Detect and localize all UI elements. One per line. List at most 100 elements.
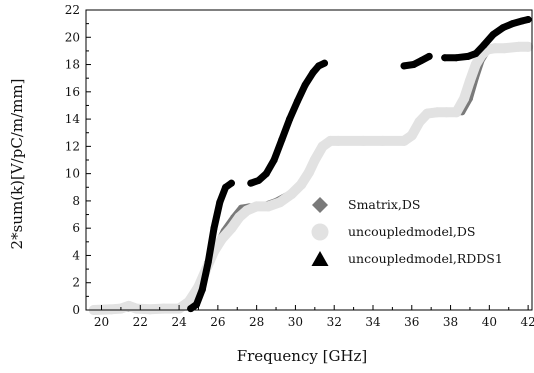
legend-label: uncoupledmodel,DS [348, 224, 475, 239]
data-point [523, 41, 534, 52]
data-point [227, 179, 235, 187]
data-point [222, 183, 230, 191]
data-point [301, 81, 309, 89]
x-tick-label: 24 [171, 315, 187, 329]
data-point [317, 141, 328, 152]
y-tick-label: 4 [72, 248, 80, 262]
data-point [417, 56, 425, 64]
x-tick-label: 30 [288, 315, 303, 329]
axes: 20 22 24 26 28 30 32 34 36 38 40 420246810121416182… [65, 3, 534, 329]
x-tick-label: 20 [94, 315, 109, 329]
x-tick-label: 22 [133, 315, 148, 329]
data-point [489, 31, 497, 39]
legend-circle-icon [311, 223, 329, 241]
y-tick-label: 14 [65, 112, 81, 126]
data-point [123, 300, 134, 311]
data-point [524, 16, 532, 24]
data-point [425, 52, 433, 60]
data-point [278, 136, 286, 144]
data-point [452, 54, 460, 62]
data-point [470, 59, 481, 70]
data-point [296, 179, 307, 190]
y-tick-label: 8 [72, 194, 80, 208]
data-point [480, 41, 488, 49]
series-circle [88, 41, 534, 315]
x-tick-label: 40 [482, 315, 497, 329]
data-point [193, 301, 201, 309]
data-point [226, 223, 237, 234]
data-point [270, 156, 278, 164]
series-line [441, 16, 532, 62]
data-point [187, 305, 195, 313]
y-tick-label: 22 [65, 3, 80, 17]
data-point [286, 189, 297, 200]
data-point [400, 62, 408, 70]
data-point [472, 50, 480, 58]
data-point [431, 107, 442, 118]
data-point [304, 167, 314, 178]
x-tick-label: 38 [443, 315, 458, 329]
data-point [255, 176, 263, 184]
x-tick-label: 26 [210, 315, 225, 329]
data-point [131, 303, 142, 314]
data-point [106, 304, 117, 315]
data-point [451, 107, 462, 118]
data-point [325, 135, 336, 146]
y-axis-title: 2*sum(k)[V/pC/m/mm] [8, 79, 26, 250]
data-point [410, 61, 418, 69]
x-tick-label: 28 [249, 315, 264, 329]
data-point [422, 108, 433, 119]
y-tick-label: 10 [65, 167, 80, 181]
data-point [247, 179, 255, 187]
plot-area [88, 16, 534, 315]
series-line [88, 41, 534, 315]
data-point [441, 107, 452, 118]
data-point [241, 205, 252, 216]
data-point [499, 43, 510, 54]
data-point [216, 234, 227, 245]
data-point [315, 62, 323, 70]
y-tick-label: 0 [72, 303, 80, 317]
data-point [309, 155, 320, 165]
data-point [321, 59, 329, 67]
y-tick-label: 20 [65, 30, 80, 44]
series-line [400, 52, 433, 70]
data-point [399, 135, 410, 146]
data-point [274, 197, 285, 208]
legend-label: Smatrix,DS [348, 197, 420, 212]
data-point [204, 258, 212, 266]
legend: Smatrix,DS uncoupledmodel,DS uncoupledmode… [311, 197, 503, 266]
data-point [333, 135, 344, 146]
data-point [513, 41, 524, 52]
x-tick-label: 34 [365, 315, 381, 329]
data-point [210, 224, 218, 232]
data-point [358, 135, 369, 146]
data-point [464, 75, 475, 86]
data-point [406, 130, 417, 141]
legend-triangle-icon [311, 251, 329, 266]
legend-label: uncoupledmodel,RDDS1 [348, 251, 503, 266]
data-point [414, 116, 425, 127]
y-tick-label: 6 [72, 221, 80, 235]
x-tick-label: 42 [520, 315, 534, 329]
data-point [144, 304, 155, 315]
data-point [309, 69, 317, 77]
data-point [441, 54, 449, 62]
data-point [198, 286, 206, 294]
data-point [499, 24, 507, 32]
series-triangle [187, 16, 532, 313]
y-tick-label: 12 [65, 139, 80, 153]
data-point [158, 303, 169, 314]
data-point [234, 212, 245, 223]
data-point [509, 20, 517, 28]
data-point [377, 135, 388, 146]
x-axis-title: Frequency [GHz] [237, 347, 368, 365]
data-point [263, 201, 274, 212]
data-point [262, 170, 270, 178]
data-point [251, 201, 262, 212]
legend-diamond-icon [312, 197, 328, 213]
data-point [293, 97, 301, 105]
data-point [490, 43, 501, 54]
data-point [518, 17, 526, 25]
